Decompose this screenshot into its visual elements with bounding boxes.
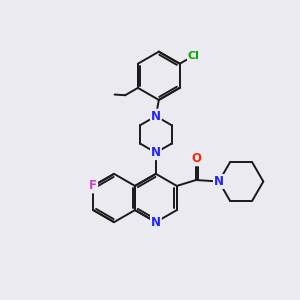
Text: N: N: [151, 216, 161, 229]
Text: Cl: Cl: [188, 51, 200, 61]
Text: N: N: [214, 175, 224, 188]
Text: N: N: [151, 110, 161, 123]
Text: F: F: [89, 179, 97, 192]
Text: O: O: [191, 152, 201, 165]
Text: N: N: [151, 146, 161, 159]
